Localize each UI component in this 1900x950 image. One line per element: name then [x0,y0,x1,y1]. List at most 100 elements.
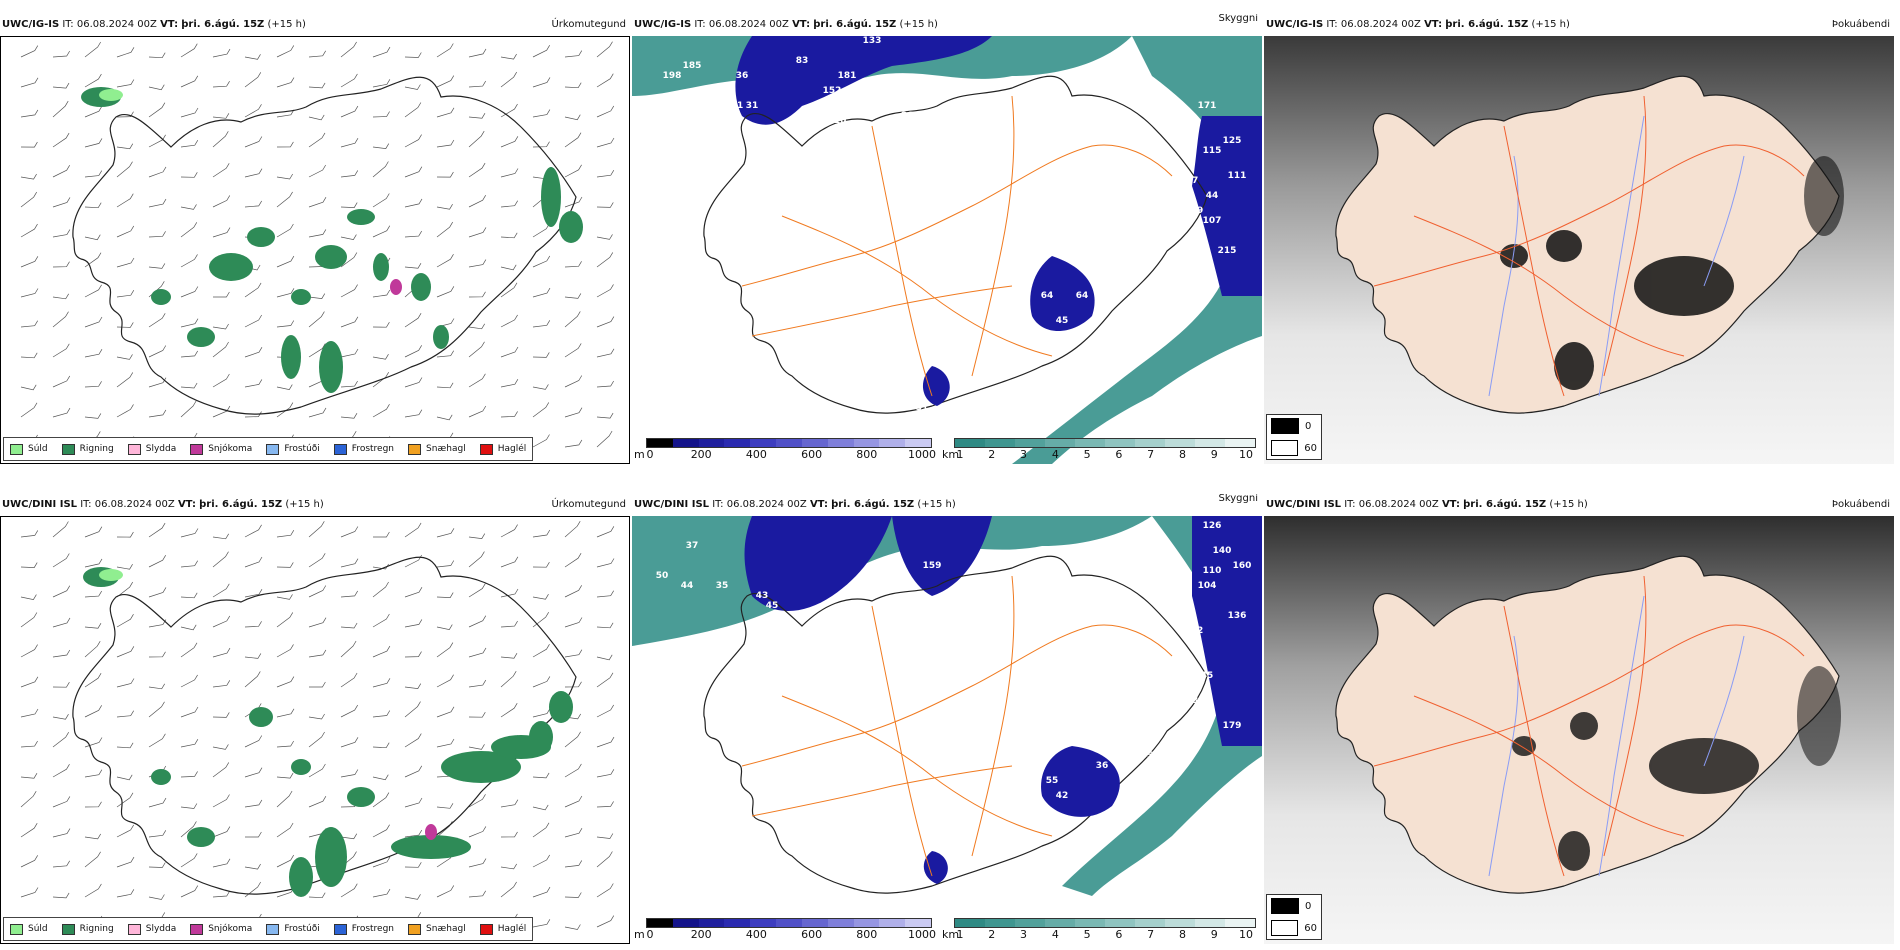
wind-barb [404,829,423,838]
wind-barb [212,890,231,898]
scale-tick-label: 400 [745,448,767,461]
wind-barb [340,73,358,88]
wind-barb [372,46,391,58]
visibility-value-label: 35 [1140,751,1154,761]
scale-color-step [1015,919,1045,927]
visibility-value-label: 46 [1145,276,1159,286]
fog-legend-item: 0 [1267,415,1321,437]
panel-header: UWC/IG-IS IT: 06.08.2024 00Z VT: þri. 6.… [0,14,630,36]
wind-barb [84,202,102,209]
wind-barb [213,291,230,298]
wind-barb [596,234,613,240]
legend-swatch [127,443,141,455]
visibility-value-label: 136 [1227,611,1247,621]
legend-label: Haglél [497,444,527,454]
wind-barb [372,824,390,838]
wind-barb [372,193,390,208]
wind-barb [340,202,358,208]
scale-labels: 0 200 400 600 800 1000 [646,928,946,942]
visibility-value-label: 159 [922,561,942,571]
visibility-value-label: 181 [837,71,857,81]
wind-barb [244,282,262,298]
wind-barb [212,744,229,750]
wind-barb [276,772,294,779]
wind-barb [116,193,134,208]
wind-barb [148,651,166,658]
precip-legend-item: Frostúði [266,443,320,455]
wind-barb [564,860,583,868]
wind-barb [532,854,551,868]
wind-barb [468,679,487,688]
precip-map-svg [20,41,615,449]
precip-legend-item: Rigning [61,923,114,935]
wind-barb [372,225,391,238]
rain-area [151,289,171,305]
wind-barb [564,731,581,748]
legend-label: Súld [28,924,48,934]
lead-time: (+15 h) [899,19,938,30]
vt-label: VT: [177,499,196,510]
wind-barb [148,345,167,358]
panel-title: Skyggni [1218,14,1258,24]
wind-barb [212,794,230,808]
visibility-value-label: 210 [827,116,847,126]
precip-legend-item: Slydda [127,923,176,935]
legend-swatch [190,923,204,935]
visibility-value-label: 51 [730,101,744,111]
wind-barb [84,316,103,328]
wind-barb [148,555,167,568]
wind-barb [84,590,103,598]
wind-barb [116,47,135,58]
wind-barb [276,854,295,868]
wind-barb [276,45,295,58]
scale-unit: m [634,928,645,941]
iceland-outline [703,75,1208,414]
wind-barb [564,795,583,808]
wind-barb [276,676,295,688]
wind-barb [468,373,486,388]
wind-barb [308,311,325,328]
wind-barb [52,892,70,899]
wind-barb [564,828,583,838]
legend-swatch [1271,920,1299,936]
visibility-value-label: 43 [1185,696,1199,706]
wind-barb [52,261,70,268]
wind-barb [436,528,455,538]
wind-barb [244,168,263,178]
rain-area [541,167,561,227]
scale-tick-label: 200 [690,448,712,461]
wind-barb [180,382,198,389]
wind-barb [436,254,454,268]
legend-label: 0 [1305,420,1312,432]
legend-label: Haglél [497,924,527,934]
wind-barb [500,379,519,388]
scale-tick-label: 800 [856,448,878,461]
wind-barb [532,320,551,328]
wind-barb [20,320,39,328]
precip-blobs [83,567,573,897]
wind-barb [20,77,39,88]
wind-barb [436,221,454,238]
fog-legend-item: 60 [1267,917,1321,939]
wind-barb [404,345,423,358]
visibility-map: 198 185 36 83 133 181 152 174 210 200 98 86 51 31 48 36… [632,36,1262,464]
fog-patches [1512,666,1841,871]
wind-barb [148,409,167,418]
wind-barb [244,621,262,628]
scale-color-step [1225,439,1255,447]
wind-barb [596,801,614,808]
wind-barb [20,791,37,808]
rain-area [529,721,553,753]
wind-barb [468,794,486,808]
wind-barb [436,560,455,568]
precip-map-svg [20,521,615,931]
scale-color-step [985,919,1015,927]
scale-color-step [1195,439,1225,447]
visibility-value-label: 49 [1190,681,1204,691]
visibility-value-label: 111 [1227,171,1247,181]
wind-barb [308,229,327,238]
wind-barb [84,41,102,58]
wind-barb [404,230,423,238]
wind-barb [52,375,71,388]
scale-color-step [879,439,906,447]
